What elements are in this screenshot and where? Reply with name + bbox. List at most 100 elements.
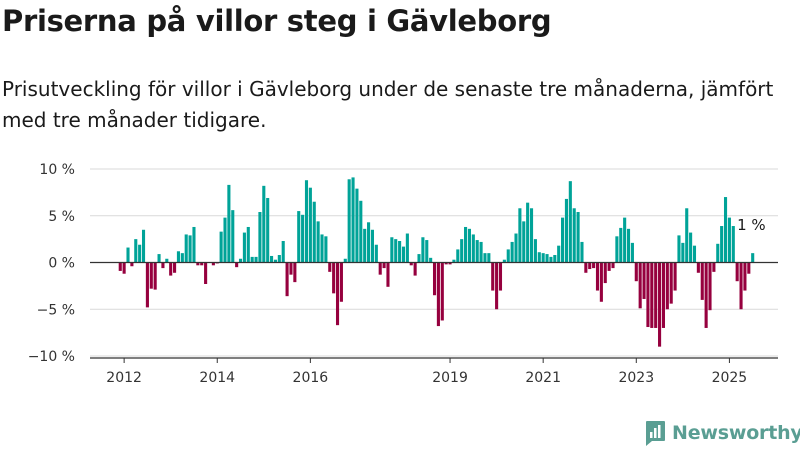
bar xyxy=(483,253,487,263)
bar xyxy=(723,197,728,263)
bar xyxy=(258,212,262,263)
y-tick-label: 10 % xyxy=(39,162,75,178)
bar xyxy=(448,262,452,265)
bar xyxy=(576,212,580,263)
bar xyxy=(308,187,312,263)
bar xyxy=(584,262,588,273)
bar xyxy=(270,255,274,263)
bar xyxy=(122,262,126,274)
bar xyxy=(704,262,708,328)
bar xyxy=(479,241,483,263)
bar xyxy=(634,262,638,282)
bar xyxy=(254,256,258,263)
x-tick-label: 2016 xyxy=(293,370,329,386)
bar xyxy=(320,234,324,263)
bar xyxy=(370,229,374,263)
bar xyxy=(192,226,196,263)
y-tick-label: 0 % xyxy=(48,256,75,272)
bar xyxy=(495,262,499,310)
bar xyxy=(708,262,712,311)
bar xyxy=(363,228,367,263)
bar xyxy=(665,262,669,310)
bar xyxy=(347,179,351,263)
bar xyxy=(200,262,204,266)
bar xyxy=(471,234,475,263)
bar xyxy=(246,226,250,263)
bar xyxy=(250,256,254,263)
bar xyxy=(394,239,398,263)
bar xyxy=(126,247,130,263)
bar xyxy=(626,228,631,263)
bar xyxy=(304,180,309,263)
bar xyxy=(312,201,316,263)
bar xyxy=(169,262,173,276)
bar xyxy=(572,208,576,263)
bar xyxy=(281,241,285,263)
bar xyxy=(242,232,246,263)
bar xyxy=(747,262,751,274)
bar xyxy=(359,200,363,263)
bar xyxy=(533,239,537,263)
bar xyxy=(568,181,572,263)
bar xyxy=(545,254,549,263)
bar xyxy=(464,226,468,263)
bar xyxy=(712,262,716,272)
bar xyxy=(188,235,192,263)
bar xyxy=(157,254,161,263)
bar xyxy=(355,188,359,263)
bar xyxy=(343,258,347,263)
bar xyxy=(138,244,142,263)
y-tick-label: −10 % xyxy=(28,349,75,365)
bar xyxy=(689,232,693,263)
bar xyxy=(526,202,530,263)
bar xyxy=(646,262,650,328)
bar xyxy=(553,255,557,263)
bar xyxy=(440,262,444,321)
bar xyxy=(692,245,697,263)
bar xyxy=(673,262,677,291)
newsworthy-logo-text: Newsworthy xyxy=(672,422,800,444)
bar xyxy=(658,262,662,347)
axis-layer: 10 % 5 % 0 % −5 % −10 % 2012 2014 2016 2019 2021 2… xyxy=(28,162,778,386)
bar xyxy=(623,217,627,263)
x-tick-label: 2019 xyxy=(432,370,468,386)
bar xyxy=(285,262,289,297)
last-value-annotation: 1 % xyxy=(737,216,766,234)
bar xyxy=(549,256,553,263)
bar xyxy=(176,251,180,263)
y-tick-label: −5 % xyxy=(37,302,75,318)
bar xyxy=(332,262,336,294)
bar xyxy=(161,262,165,269)
x-tick-label: 2021 xyxy=(525,370,561,386)
bar xyxy=(537,252,541,263)
bar xyxy=(219,231,223,263)
bar xyxy=(506,249,510,263)
bar xyxy=(603,262,607,284)
bar xyxy=(650,262,654,328)
bar xyxy=(487,253,491,263)
bar xyxy=(444,262,448,265)
bar xyxy=(498,262,503,291)
bar xyxy=(541,253,545,263)
bar xyxy=(696,262,700,273)
bar xyxy=(227,184,231,263)
bar xyxy=(685,208,689,263)
bar xyxy=(165,258,169,263)
bar xyxy=(510,241,514,263)
bar xyxy=(720,226,724,263)
bar xyxy=(351,177,355,263)
bar xyxy=(557,245,561,263)
bar xyxy=(669,262,673,304)
bar xyxy=(382,262,386,269)
bar xyxy=(211,262,215,266)
bar xyxy=(378,262,382,275)
bar xyxy=(735,262,739,282)
bar xyxy=(432,262,437,296)
bar xyxy=(180,253,184,263)
bar xyxy=(223,217,227,263)
bar xyxy=(374,244,378,263)
bar xyxy=(751,253,755,263)
bar xyxy=(588,262,592,270)
bar xyxy=(592,262,596,269)
bar xyxy=(425,240,429,263)
